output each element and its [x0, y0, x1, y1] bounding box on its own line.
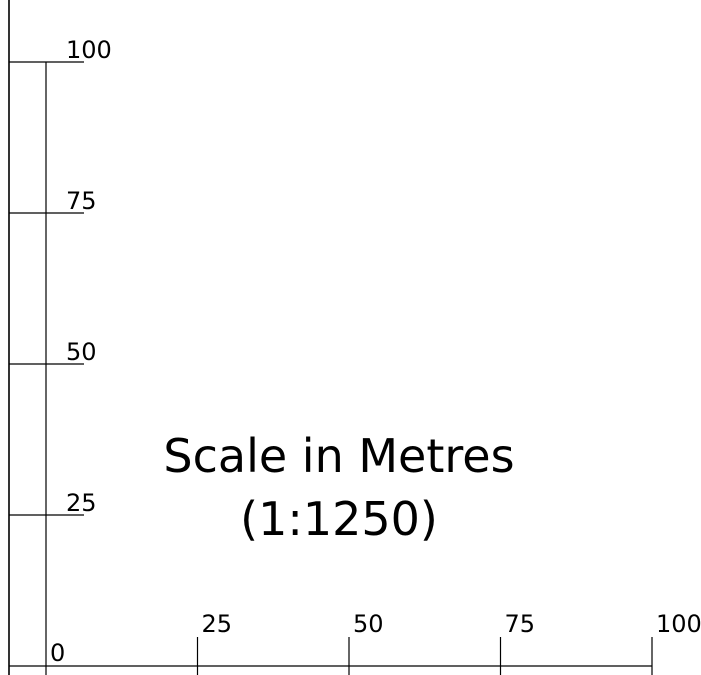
horizontal-scale-ticks: 25 50 75 100	[196, 610, 701, 675]
vertical-scale-ticks: 25 50 75 100	[9, 36, 112, 517]
scale-title-line2: (1:1250)	[240, 492, 438, 546]
origin-label: 0	[50, 639, 65, 667]
vertical-tick-label-100: 100	[66, 36, 112, 64]
horizontal-tick-label-100: 100	[656, 610, 701, 638]
horizontal-tick-label-50: 50	[353, 610, 384, 638]
horizontal-tick-label-25: 25	[202, 610, 233, 638]
vertical-tick-label-75: 75	[66, 187, 97, 215]
horizontal-tick-label-75: 75	[505, 610, 536, 638]
scale-title-line1: Scale in Metres	[163, 429, 514, 483]
vertical-tick-label-25: 25	[66, 489, 97, 517]
vertical-tick-label-50: 50	[66, 338, 97, 366]
